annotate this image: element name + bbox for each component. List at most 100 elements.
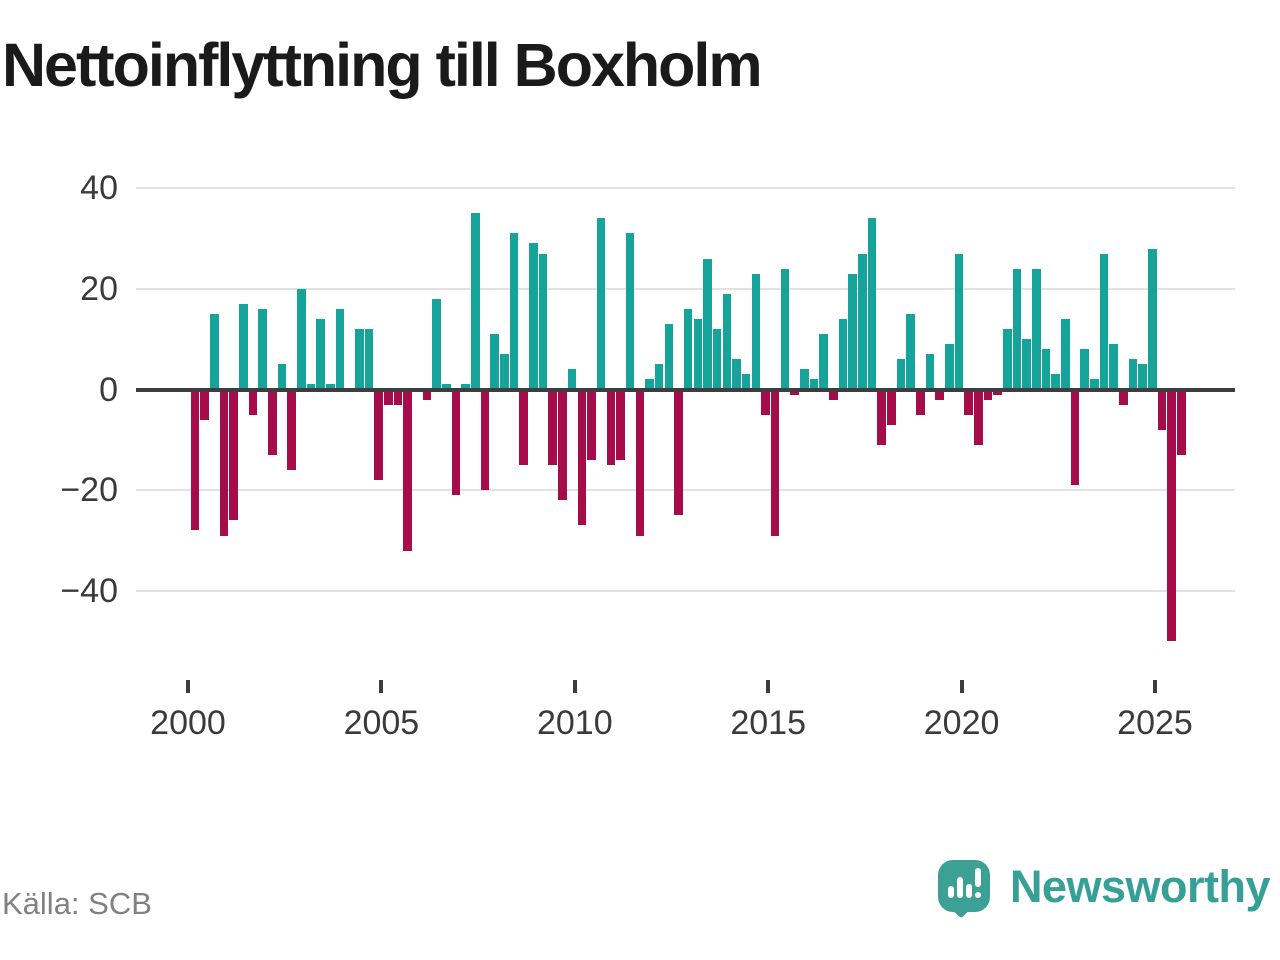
bar-2025-q2: [1167, 389, 1176, 642]
bar-2025-q1: [1157, 389, 1167, 430]
bar-2011-q4: [645, 379, 654, 390]
bar-2013-q2: [703, 258, 712, 390]
bar-2017-q3: [867, 218, 877, 390]
bar-2019-q4: [954, 253, 964, 390]
gridline-y--20: [136, 489, 1235, 492]
bar-2011-q3: [635, 389, 645, 536]
bar-2000-q3: [210, 313, 219, 390]
bar-2002-q4: [297, 288, 306, 390]
y-axis-tick-label: −40: [60, 571, 118, 610]
bar-2011-q2: [625, 233, 635, 390]
bar-2007-q4: [490, 334, 500, 390]
bar-2007-q2: [471, 213, 480, 390]
chart-title: Nettoinflyttning till Boxholm: [2, 31, 763, 99]
x-axis-tick-mark-2010: [572, 680, 577, 693]
bar-2015-q1: [770, 389, 780, 536]
bar-2011-q1: [616, 389, 625, 460]
bar-2005-q1: [384, 389, 393, 405]
bar-2012-q2: [664, 324, 674, 390]
x-axis-tick-label: 2000: [150, 704, 226, 742]
bar-2017-q4: [877, 389, 886, 445]
bar-2003-q1: [306, 384, 316, 390]
bar-2005-q2: [393, 389, 403, 405]
bar-2018-q3: [906, 313, 915, 390]
bar-2017-q1: [848, 273, 857, 390]
bar-2012-q3: [674, 389, 683, 516]
bar-2022-q1: [1041, 349, 1051, 390]
bar-2005-q3: [403, 389, 413, 551]
bar-2020-q3: [983, 389, 993, 400]
bar-2020-q2: [973, 389, 983, 445]
bar-2010-q1: [577, 389, 587, 526]
bar-2008-q3: [519, 389, 529, 466]
bar-2012-q4: [683, 308, 693, 390]
bar-2010-q2: [587, 389, 596, 460]
bar-2000-q2: [200, 389, 209, 420]
bar-2023-q2: [1090, 379, 1099, 390]
bar-2021-q1: [1002, 329, 1012, 390]
bar-2022-q2: [1051, 374, 1060, 390]
bar-2009-q1: [538, 253, 548, 390]
bar-2019-q1: [925, 354, 935, 390]
bar-2021-q2: [1012, 268, 1022, 390]
bar-2000-q1: [190, 389, 200, 531]
bar-2009-q4: [567, 369, 577, 390]
bar-2024-q3: [1138, 364, 1147, 390]
source-label: Källa: SCB: [2, 886, 152, 921]
bar-2009-q2: [548, 389, 558, 466]
gridline-y-40: [136, 187, 1235, 190]
bar-2023-q1: [1080, 349, 1089, 390]
bar-2004-q2: [355, 329, 364, 390]
bar-2012-q1: [654, 364, 664, 390]
bar-2006-q4: [451, 389, 461, 496]
bar-2000-q4: [219, 389, 229, 536]
bar-2003-q2: [316, 319, 325, 390]
bar-2008-q1: [500, 354, 509, 390]
bar-2003-q3: [326, 384, 335, 390]
bar-2019-q2: [935, 389, 944, 400]
logo-bar-icon: [956, 877, 963, 898]
logo-exclamation-icon: [974, 868, 981, 887]
bar-2014-q3: [751, 273, 761, 390]
bar-2004-q3: [364, 329, 374, 390]
bar-2021-q3: [1022, 339, 1031, 390]
y-axis-tick-label: 20: [80, 269, 118, 308]
bar-2016-q3: [828, 389, 838, 400]
bar-2018-q2: [896, 359, 906, 390]
bar-2010-q3: [596, 218, 606, 390]
logo-exclamation-dot-icon: [974, 892, 981, 898]
newsworthy-logo: Newsworthy: [937, 860, 1271, 919]
bar-2018-q4: [915, 389, 925, 415]
bar-2024-q2: [1128, 359, 1138, 390]
bar-2010-q4: [606, 389, 616, 466]
x-axis-tick-label: 2010: [536, 704, 613, 742]
bar-2003-q4: [335, 308, 345, 390]
bar-2001-q3: [248, 389, 258, 415]
bar-2006-q2: [432, 298, 442, 390]
bar-2015-q3: [790, 389, 799, 395]
gridline-y--40: [136, 589, 1235, 592]
bar-2014-q4: [761, 389, 770, 415]
bar-2002-q2: [277, 364, 287, 390]
bar-2017-q2: [857, 253, 867, 390]
bar-2016-q4: [838, 319, 848, 390]
x-axis-tick-label: 2020: [923, 704, 1000, 742]
bar-2001-q4: [258, 308, 267, 390]
logo-bar-icon: [947, 886, 954, 898]
bar-2013-q3: [712, 329, 722, 390]
bar-2009-q3: [558, 389, 567, 501]
x-axis-tick-mark-2015: [766, 680, 771, 693]
bar-2022-q4: [1070, 389, 1080, 486]
bar-2024-q1: [1119, 389, 1128, 405]
x-axis-tick-mark-2005: [379, 680, 384, 693]
bar-2024-q4: [1148, 248, 1157, 390]
bar-2020-q1: [964, 389, 973, 415]
bar-2008-q2: [509, 233, 519, 390]
bar-2020-q4: [993, 389, 1002, 395]
logo-bar-icon: [965, 884, 972, 898]
bar-2006-q3: [442, 384, 451, 390]
bar-2001-q2: [239, 303, 248, 390]
bar-2002-q1: [268, 389, 277, 455]
bar-2015-q2: [780, 268, 790, 390]
